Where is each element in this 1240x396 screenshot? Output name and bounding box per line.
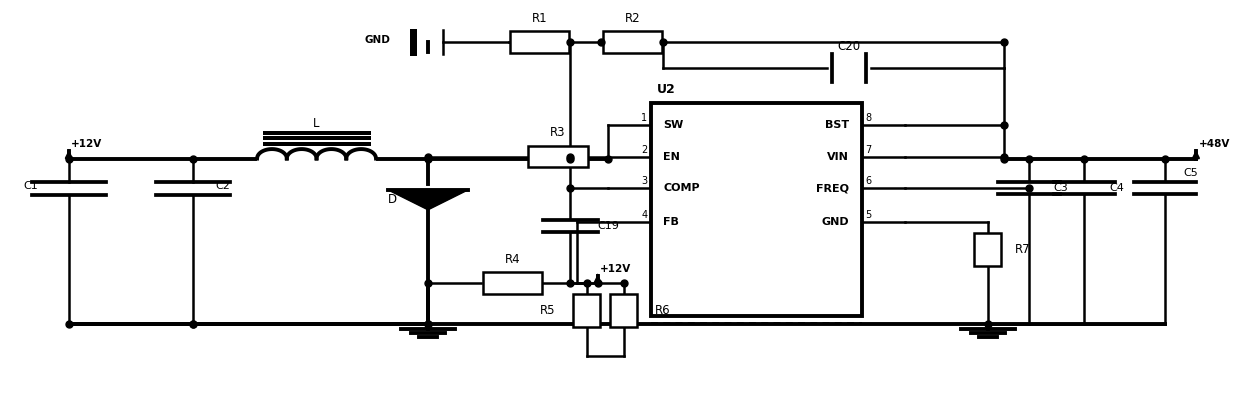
- Text: R7: R7: [1016, 243, 1030, 256]
- Text: 5: 5: [866, 210, 872, 220]
- Bar: [603, 31, 662, 53]
- Text: L: L: [314, 117, 320, 130]
- Text: COMP: COMP: [663, 183, 699, 193]
- Bar: [573, 294, 600, 327]
- Text: R5: R5: [541, 304, 556, 317]
- Text: FB: FB: [663, 217, 680, 227]
- Text: R4: R4: [505, 253, 520, 267]
- Text: 8: 8: [866, 113, 872, 123]
- Text: 1: 1: [641, 113, 647, 123]
- Text: C1: C1: [24, 181, 38, 191]
- Text: C20: C20: [837, 40, 861, 53]
- Text: GND: GND: [822, 217, 849, 227]
- Text: EN: EN: [663, 152, 681, 162]
- Text: BST: BST: [825, 120, 849, 130]
- Text: +12V: +12V: [71, 139, 103, 149]
- Text: +48V: +48V: [1198, 139, 1230, 149]
- Text: 4: 4: [641, 210, 647, 220]
- Bar: [528, 146, 588, 168]
- Text: VIN: VIN: [827, 152, 849, 162]
- Text: +12V: +12V: [600, 264, 631, 274]
- Text: R3: R3: [551, 126, 565, 139]
- Text: R2: R2: [625, 12, 640, 25]
- Bar: [482, 272, 542, 294]
- Text: C2: C2: [215, 181, 229, 191]
- Text: GND: GND: [365, 35, 391, 45]
- Bar: [651, 103, 862, 316]
- Text: R6: R6: [655, 304, 671, 317]
- Text: C5: C5: [1183, 168, 1198, 178]
- Bar: [975, 232, 1002, 266]
- Bar: [610, 294, 637, 327]
- Polygon shape: [388, 190, 467, 210]
- Text: C4: C4: [1110, 183, 1125, 193]
- Text: SW: SW: [663, 120, 683, 130]
- Bar: [510, 31, 569, 53]
- Text: 7: 7: [866, 145, 872, 154]
- Text: 2: 2: [641, 145, 647, 154]
- Text: 6: 6: [866, 176, 872, 186]
- Text: R1: R1: [532, 12, 547, 25]
- Text: C19: C19: [598, 221, 620, 230]
- Text: U2: U2: [657, 83, 676, 96]
- Text: FREQ: FREQ: [816, 183, 849, 193]
- Text: 3: 3: [641, 176, 647, 186]
- Text: D: D: [388, 194, 397, 206]
- Text: C3: C3: [1054, 183, 1069, 193]
